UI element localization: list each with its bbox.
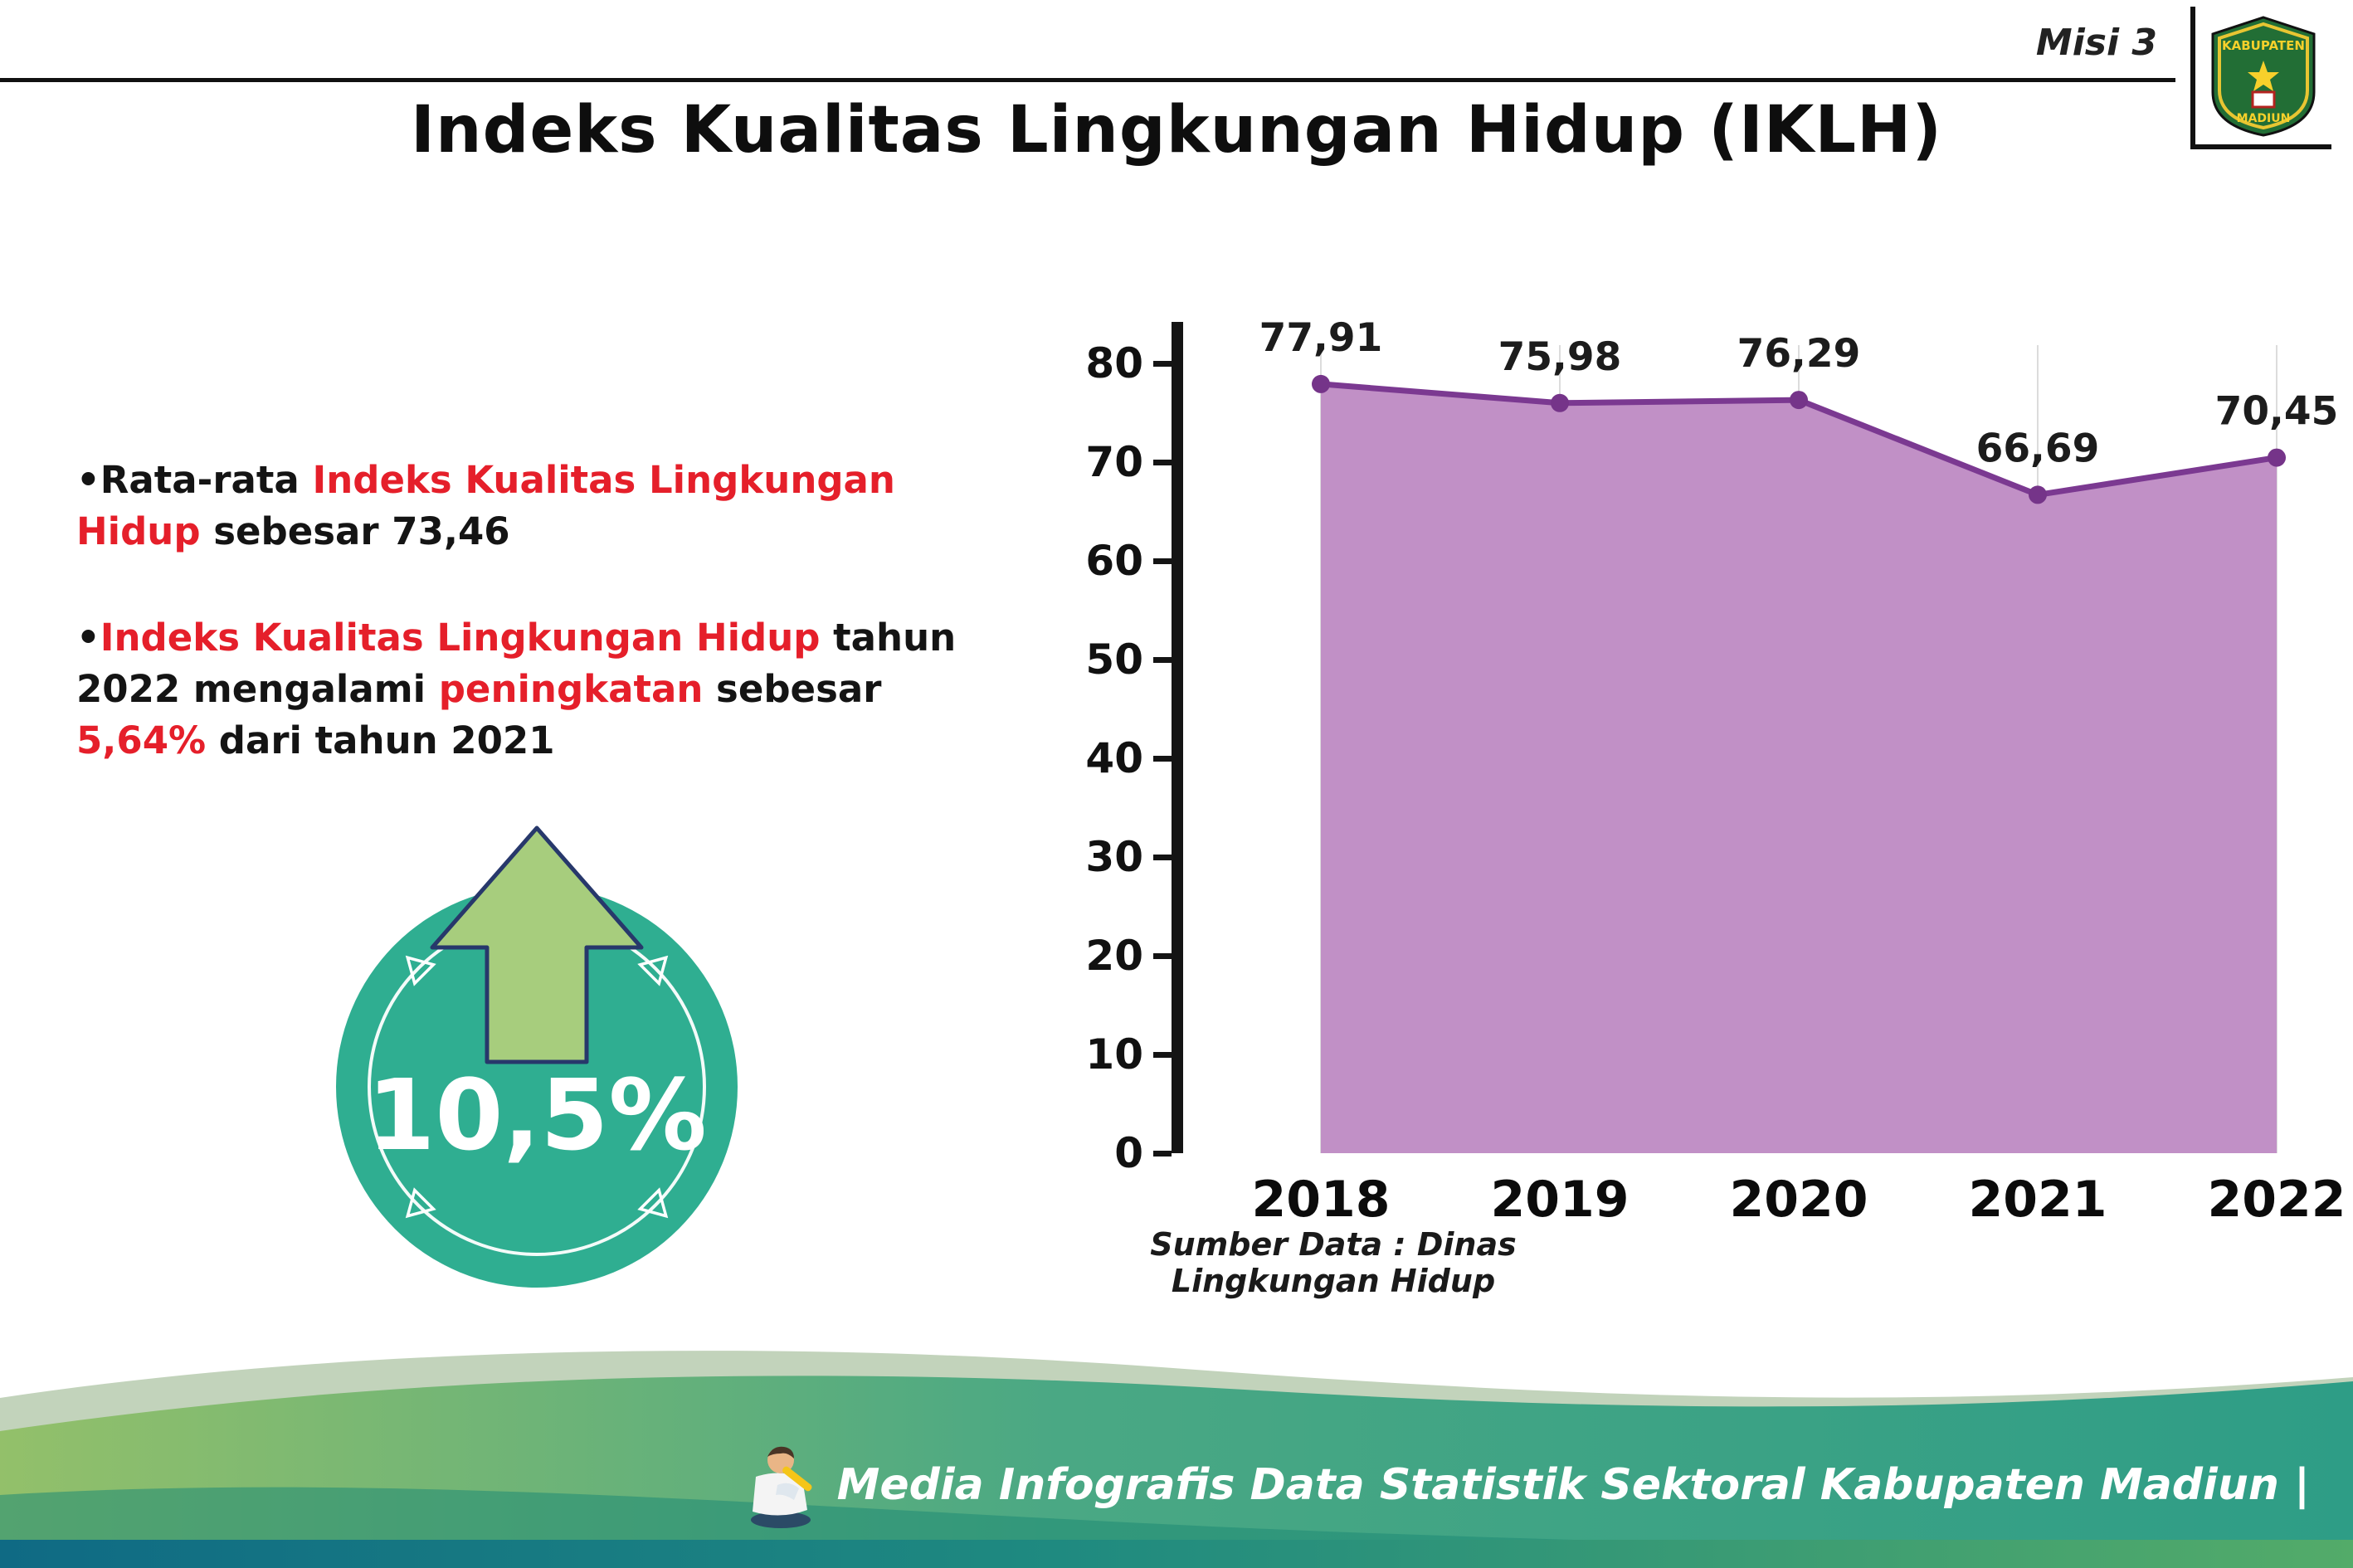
y-tick-label: 0: [1114, 1129, 1143, 1177]
bullet-text-highlight: Indeks Kualitas Lingkungan Hidup: [76, 458, 895, 554]
y-tick-label: 30: [1085, 833, 1143, 881]
footer-strip: [0, 1540, 2353, 1568]
value-label: 70,45: [2215, 389, 2339, 435]
bullet-text: Rata-rata: [100, 458, 313, 502]
mascot-icon: [750, 1446, 812, 1528]
bullet-text-highlight: 5,64%: [76, 718, 207, 763]
increase-badge: 10,5%: [311, 813, 776, 1302]
ring-triangle-icon: [637, 1187, 669, 1219]
value-label: 66,69: [1976, 426, 2100, 471]
iklh-area-chart: 77,91 75,98 76,29 66,69 70,45 0 10 20 30 40 50 60 70…: [1047, 289, 2346, 1246]
bullet-average-iklh: •Rata-rata Indeks Kualitas Lingkungan Hi…: [76, 455, 981, 558]
key-points: •Rata-rata Indeks Kualitas Lingkungan Hi…: [76, 455, 981, 821]
y-axis: [1172, 322, 1183, 1153]
bullet-text-highlight: Indeks Kualitas Lingkungan Hidup: [100, 616, 821, 660]
y-tick: [1153, 460, 1172, 465]
y-tick: [1153, 558, 1172, 564]
bullet-marker: •: [76, 616, 100, 660]
y-tick-label: 10: [1085, 1030, 1143, 1079]
y-tick: [1153, 1151, 1172, 1157]
y-tick: [1153, 756, 1172, 762]
y-tick: [1153, 657, 1172, 663]
data-point: [2029, 485, 2047, 504]
data-point: [1790, 391, 1808, 410]
area-fill: [1321, 383, 2277, 1153]
header-rule: [0, 78, 2175, 82]
y-tick: [1153, 855, 1172, 860]
data-source-caption: Sumber Data : Dinas Lingkungan Hidup: [1150, 1226, 1517, 1299]
x-tick-label: 2020: [1730, 1171, 1868, 1229]
x-tick-label: 2022: [2208, 1171, 2346, 1229]
y-tick: [1153, 361, 1172, 367]
logo-top-text: KABUPATEN: [2222, 38, 2305, 53]
bullet-text: sebesar: [703, 667, 882, 712]
logo-shield-icon: KABUPATEN MADIUN: [2211, 16, 2316, 137]
y-tick-label: 80: [1085, 339, 1143, 387]
kabupaten-madiun-logo: KABUPATEN MADIUN: [2190, 7, 2331, 149]
data-point: [1312, 374, 1330, 393]
ring-triangle-icon: [405, 955, 436, 986]
badge-circle: [336, 886, 738, 1288]
y-tick: [1153, 1052, 1172, 1058]
y-tick-label: 50: [1085, 635, 1143, 684]
footer-wave-decoration: [0, 1351, 2353, 1568]
footer-caption: Media Infografis Data Statistik Sektoral…: [836, 1460, 2310, 1510]
value-label: 76,29: [1737, 331, 1861, 377]
data-point: [1551, 393, 1569, 412]
bullet-marker: •: [76, 458, 100, 502]
bullet-text-highlight: peningkatan: [438, 667, 704, 712]
increase-percentage: 10,5%: [367, 1058, 706, 1172]
value-label: 75,98: [1498, 334, 1622, 380]
y-tick-label: 60: [1085, 537, 1143, 585]
y-tick-label: 20: [1085, 932, 1143, 980]
bullet-text: tahun 2022 mengalami: [76, 616, 957, 712]
x-tick-label: 2018: [1252, 1171, 1391, 1229]
logo-bottom-text: MADIUN: [2237, 112, 2291, 125]
x-tick-label: 2021: [1969, 1171, 2107, 1229]
y-tick-label: 70: [1085, 438, 1143, 486]
data-point: [2268, 448, 2286, 467]
chart-canvas: 77,91 75,98 76,29 66,69 70,45 0 10 20 30 40 50 60 70…: [1085, 315, 2346, 1229]
y-tick: [1153, 953, 1172, 959]
value-label: 77,91: [1259, 315, 1383, 361]
up-arrow-icon: [430, 825, 644, 1064]
bullet-text: sebesar 73,46: [200, 509, 510, 554]
page-title: Indeks Kualitas Lingkungan Hidup (IKLH): [411, 93, 1942, 168]
x-tick-label: 2019: [1491, 1171, 1630, 1229]
bullet-increase-2022: •Indeks Kualitas Lingkungan Hidup tahun …: [76, 612, 981, 767]
ring-triangle-icon: [405, 1187, 436, 1219]
logo-star-icon: [2248, 61, 2279, 91]
bullet-text: dari tahun 2021: [206, 718, 555, 763]
logo-inner-shield: [2251, 90, 2276, 109]
y-tick-label: 40: [1085, 734, 1143, 782]
footer-bar: Media Infografis Data Statistik Sektoral…: [0, 1442, 2310, 1528]
misi-label: Misi 3: [2035, 22, 2157, 64]
ring-triangle-icon: [637, 955, 669, 986]
